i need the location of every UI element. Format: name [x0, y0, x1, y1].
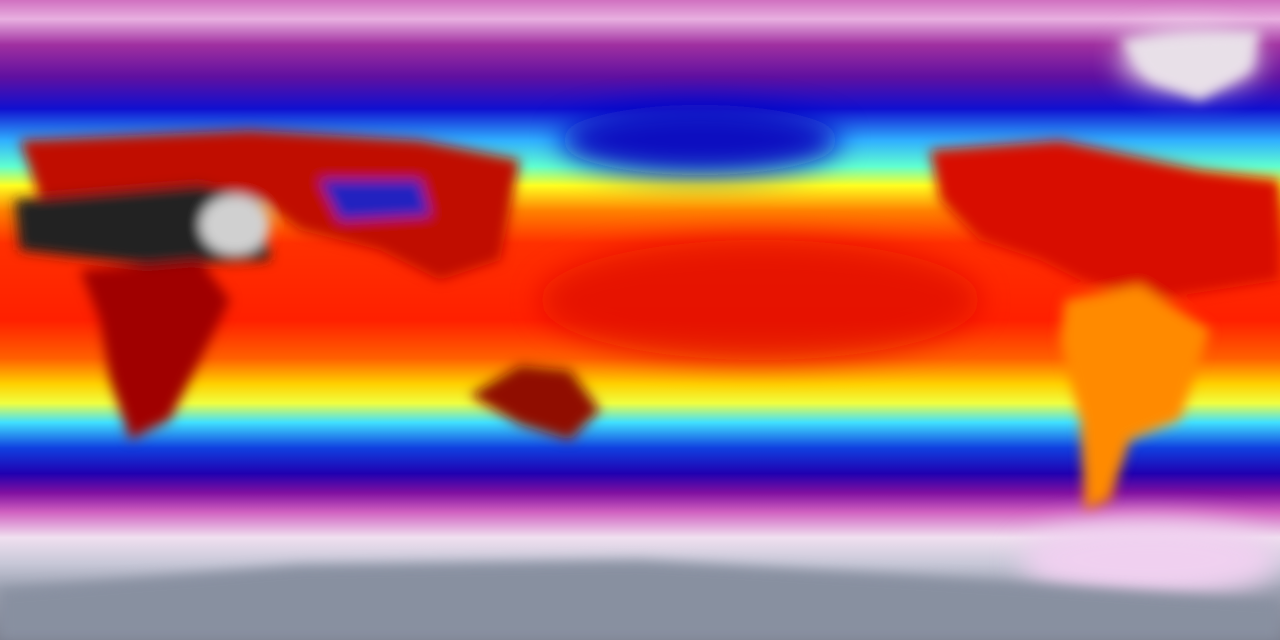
australia-landmass	[470, 365, 600, 440]
ocean-variation	[540, 30, 1280, 600]
arabian-peninsula	[200, 195, 270, 255]
north-america-landmass	[930, 140, 1280, 300]
sahara-desert	[15, 185, 270, 265]
south-america-landmass	[1060, 285, 1210, 510]
tibet-plateau	[320, 180, 430, 220]
eurasia-landmass	[20, 130, 520, 280]
greenland-landmass	[1120, 30, 1260, 100]
antarctica-landmass	[0, 560, 1280, 640]
africa-landmass	[80, 260, 230, 440]
